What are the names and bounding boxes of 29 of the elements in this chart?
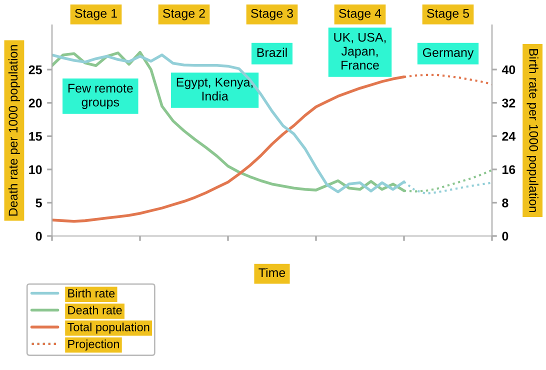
y-axis-title: Death rate per 1000 population xyxy=(8,45,20,216)
legend-label: Total population xyxy=(68,322,150,334)
text: Stage 4 xyxy=(339,8,382,20)
y-tick-label: 15 xyxy=(29,132,42,141)
text: Stage 1 xyxy=(75,8,117,20)
x-axis-title: Time xyxy=(258,268,286,278)
y2-tick-label: 40 xyxy=(502,65,516,74)
y2-tick-label: 8 xyxy=(502,198,508,208)
annotation: UK, USA, Japan, France xyxy=(334,32,386,70)
annotation: Egypt, Kenya, India xyxy=(176,78,253,101)
annotation: Germany xyxy=(422,48,474,60)
annotation: Brazil xyxy=(257,48,287,57)
y2-tick-label: 0 xyxy=(502,232,508,241)
y-tick-label: 25 xyxy=(28,65,42,74)
y2-tick-label: 16 xyxy=(502,165,516,174)
legend-label: Death rate xyxy=(68,306,122,314)
y2-axis-title: Birth rate per 1000 population xyxy=(526,49,538,212)
y2-tick-label: 32 xyxy=(502,98,516,108)
y-tick-label: 0 xyxy=(36,232,42,241)
y-tick-label: 20 xyxy=(28,98,42,108)
text: Stage 3 xyxy=(251,8,293,20)
text: Stage 5 xyxy=(427,8,470,20)
legend-label: Projection xyxy=(68,340,119,351)
annotation: Few remote groups xyxy=(68,84,133,110)
text: Stage 2 xyxy=(163,8,205,20)
y-tick-label: 5 xyxy=(36,198,42,208)
y2-tick-label: 24 xyxy=(502,132,516,141)
legend-label: Birth rate xyxy=(68,288,115,298)
y-tick-label: 10 xyxy=(29,165,42,174)
